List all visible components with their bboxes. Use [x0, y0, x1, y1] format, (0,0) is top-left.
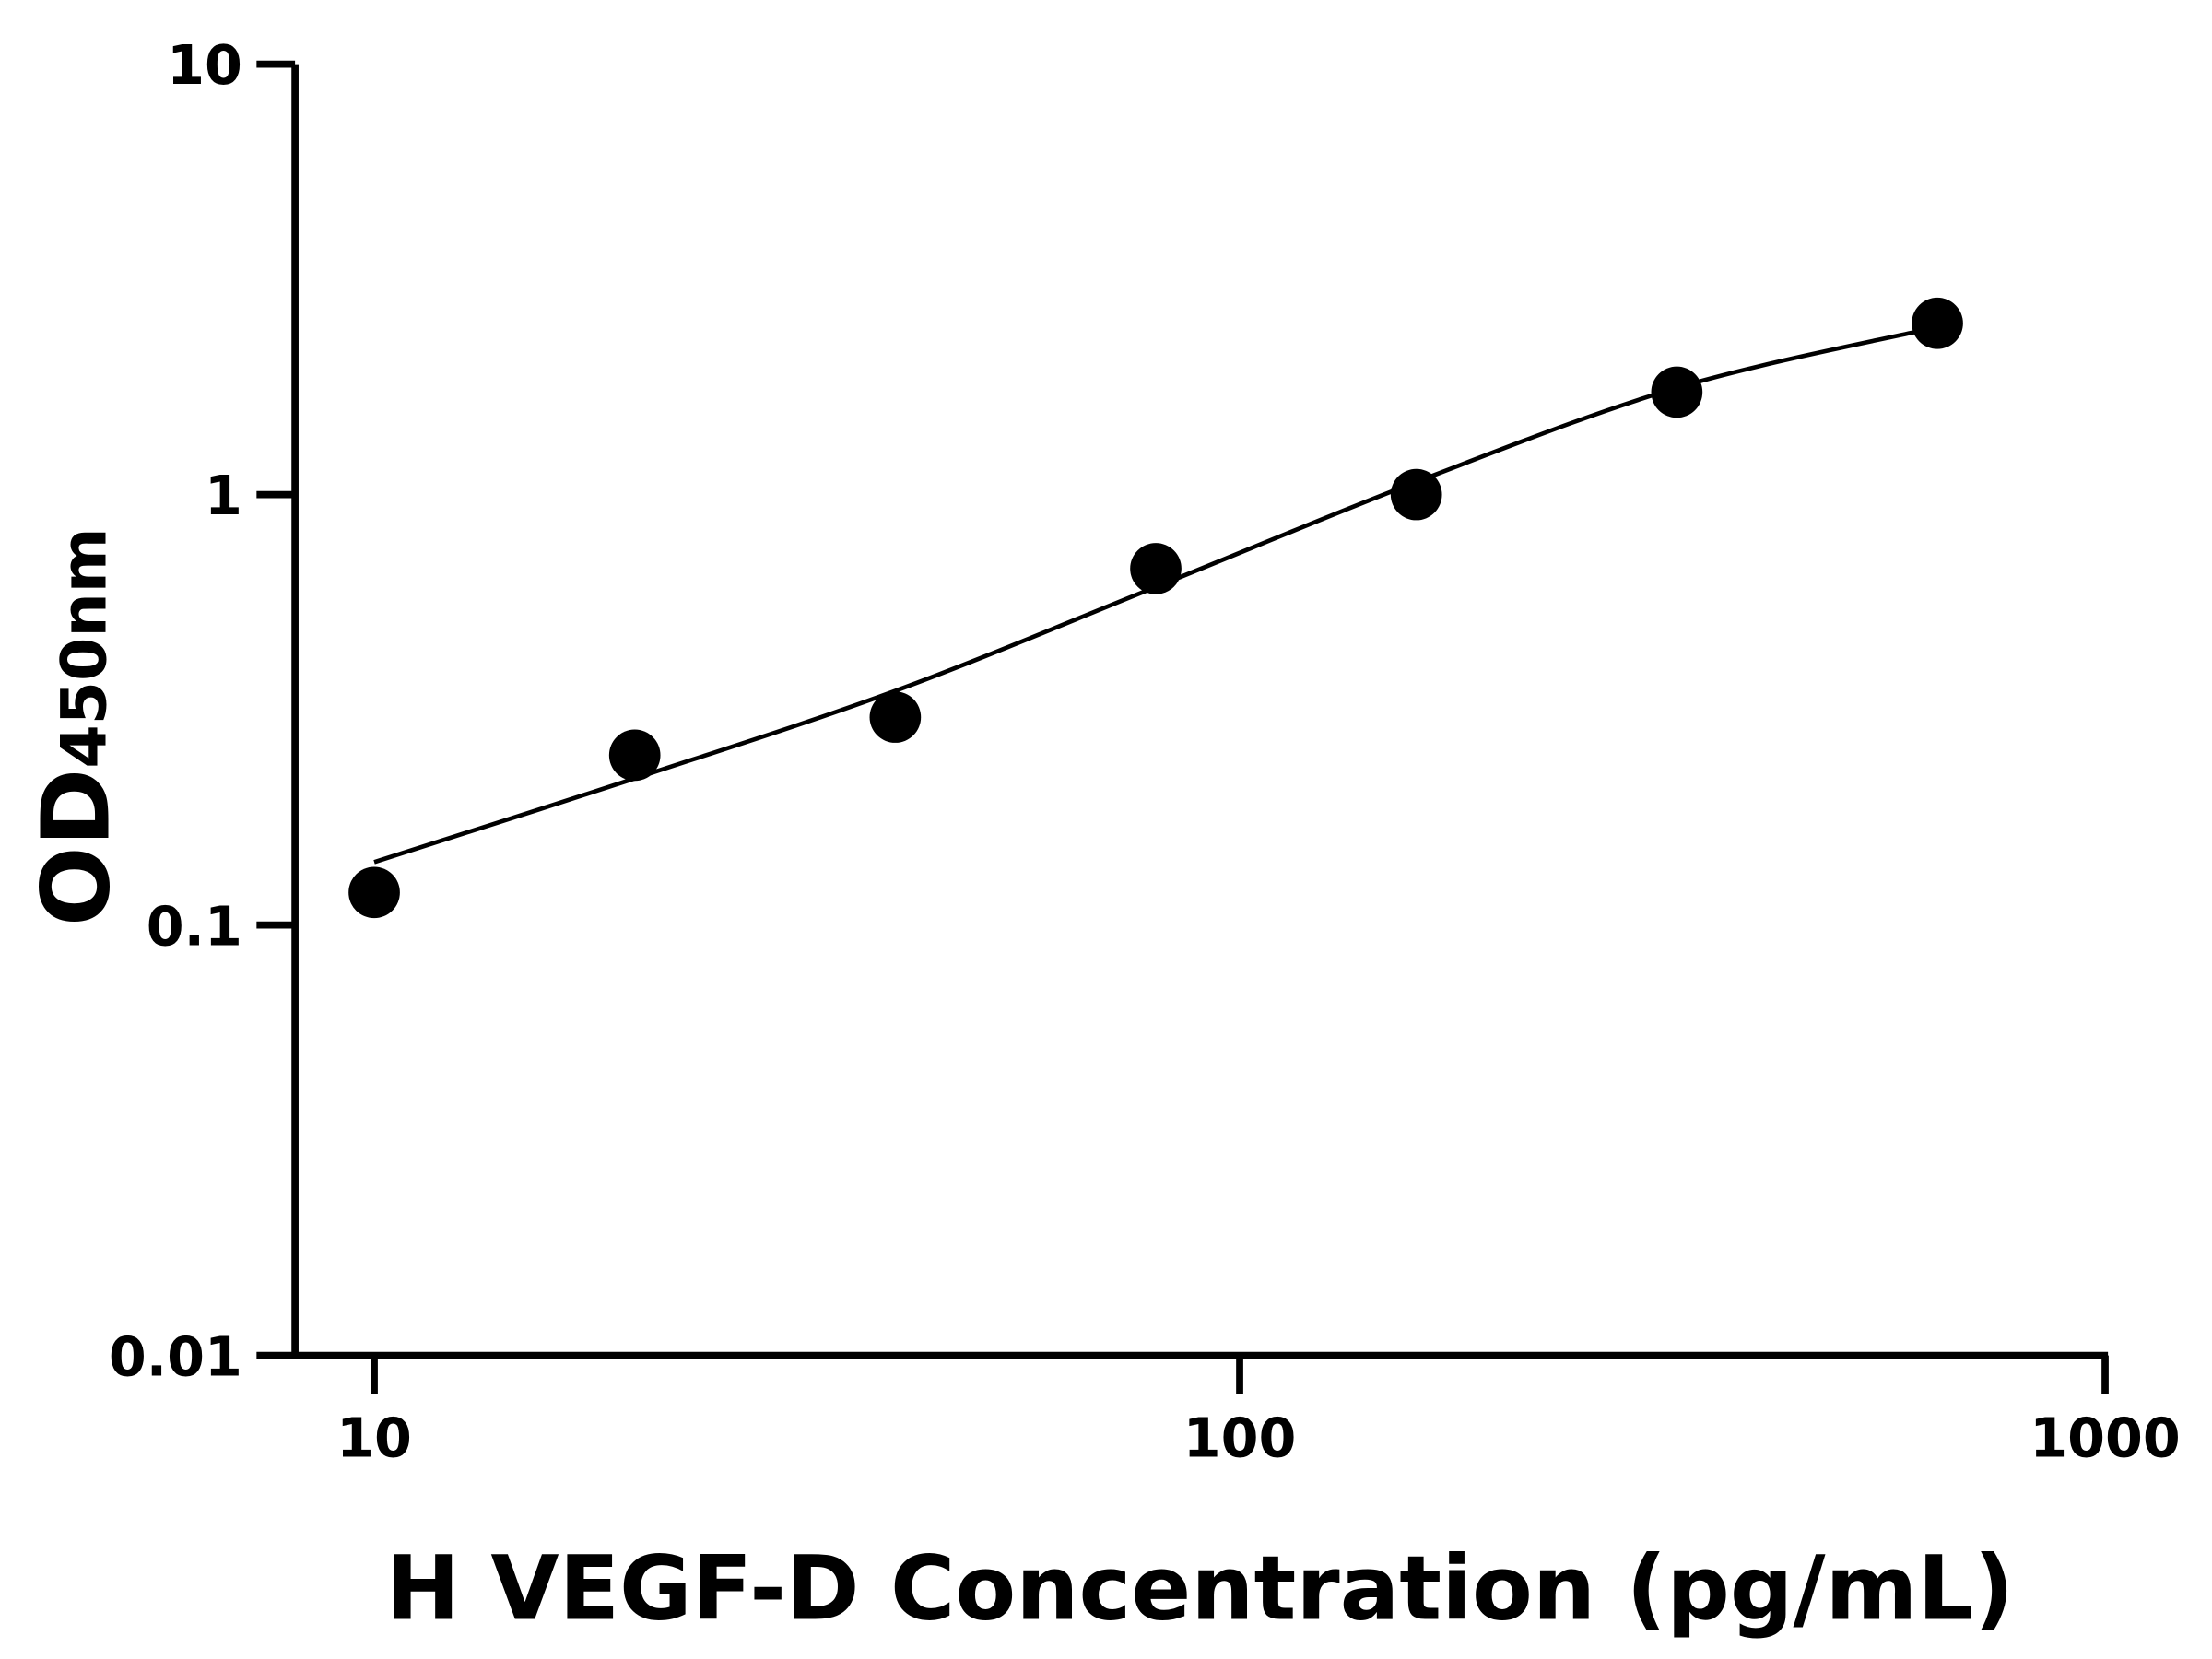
data-point [608, 729, 661, 782]
fit-curve-layer [373, 324, 1938, 865]
x-tick-label: 1000 [2030, 1406, 2181, 1469]
x-tick-label: 100 [1183, 1406, 1297, 1469]
data-point [1130, 543, 1182, 594]
fit-curve-line [373, 324, 1938, 865]
data-point [1390, 468, 1442, 521]
data-point [869, 691, 922, 743]
y-axis-label-sub: 450nm [48, 527, 121, 768]
svg-text:OD450nm: OD450nm [22, 527, 132, 926]
data-point [348, 866, 400, 919]
y-tick-label: 0.1 [147, 894, 242, 958]
y-axis-label: OD450nm [22, 527, 132, 926]
data-points-layer [348, 297, 1963, 919]
y-tick-label: 0.01 [109, 1324, 242, 1388]
data-point [1912, 297, 1963, 349]
axes: 0.01 0.1 1 10 10 100 1000 [109, 33, 2181, 1469]
data-point [1651, 366, 1703, 418]
y-tick-label: 1 [205, 464, 242, 527]
x-axis-label: H VEGF-D Concentration (pg/mL) [386, 1537, 2015, 1641]
y-axis-label-main: OD [22, 769, 132, 926]
y-tick-label: 10 [167, 33, 242, 97]
x-tick-label: 10 [336, 1406, 412, 1469]
